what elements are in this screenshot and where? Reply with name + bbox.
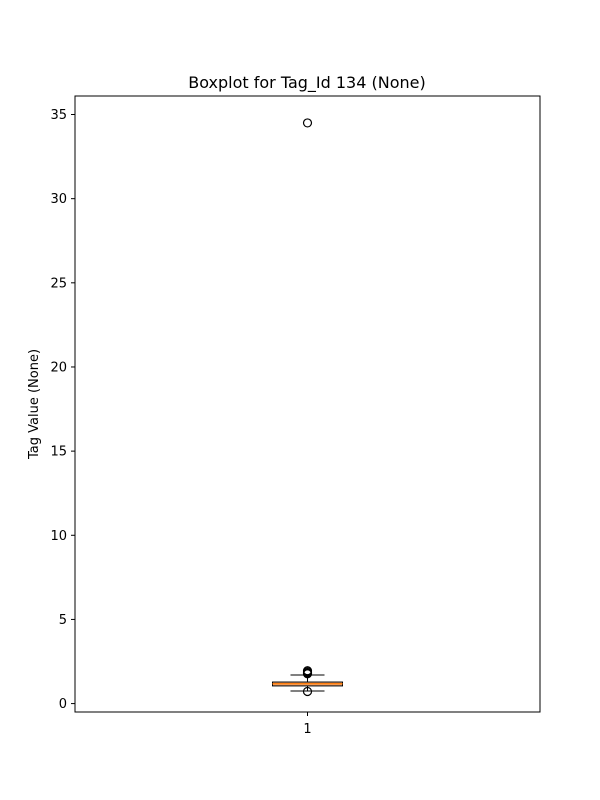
y-tick-label: 25 <box>50 276 67 291</box>
y-tick-label: 10 <box>50 529 67 544</box>
y-tick-label: 15 <box>50 445 67 460</box>
y-tick-label: 30 <box>50 192 67 207</box>
box-group <box>272 118 343 697</box>
x-tick-label: 1 <box>303 722 311 737</box>
y-tick-label: 5 <box>59 613 67 628</box>
plot-area: 0 5 10 15 20 25 30 35 1 <box>50 95 541 737</box>
y-tick-label: 20 <box>50 360 67 375</box>
axes-frame <box>74 95 541 713</box>
chart-title: Boxplot for Tag_Id 134 (None) <box>188 73 425 93</box>
outlier-point <box>302 686 313 697</box>
y-tick-label: 35 <box>50 108 67 123</box>
outlier-point <box>302 118 313 128</box>
y-axis-label: Tag Value (None) <box>27 349 42 460</box>
outlier-point <box>302 669 313 679</box>
y-tick-label: 0 <box>59 697 67 712</box>
